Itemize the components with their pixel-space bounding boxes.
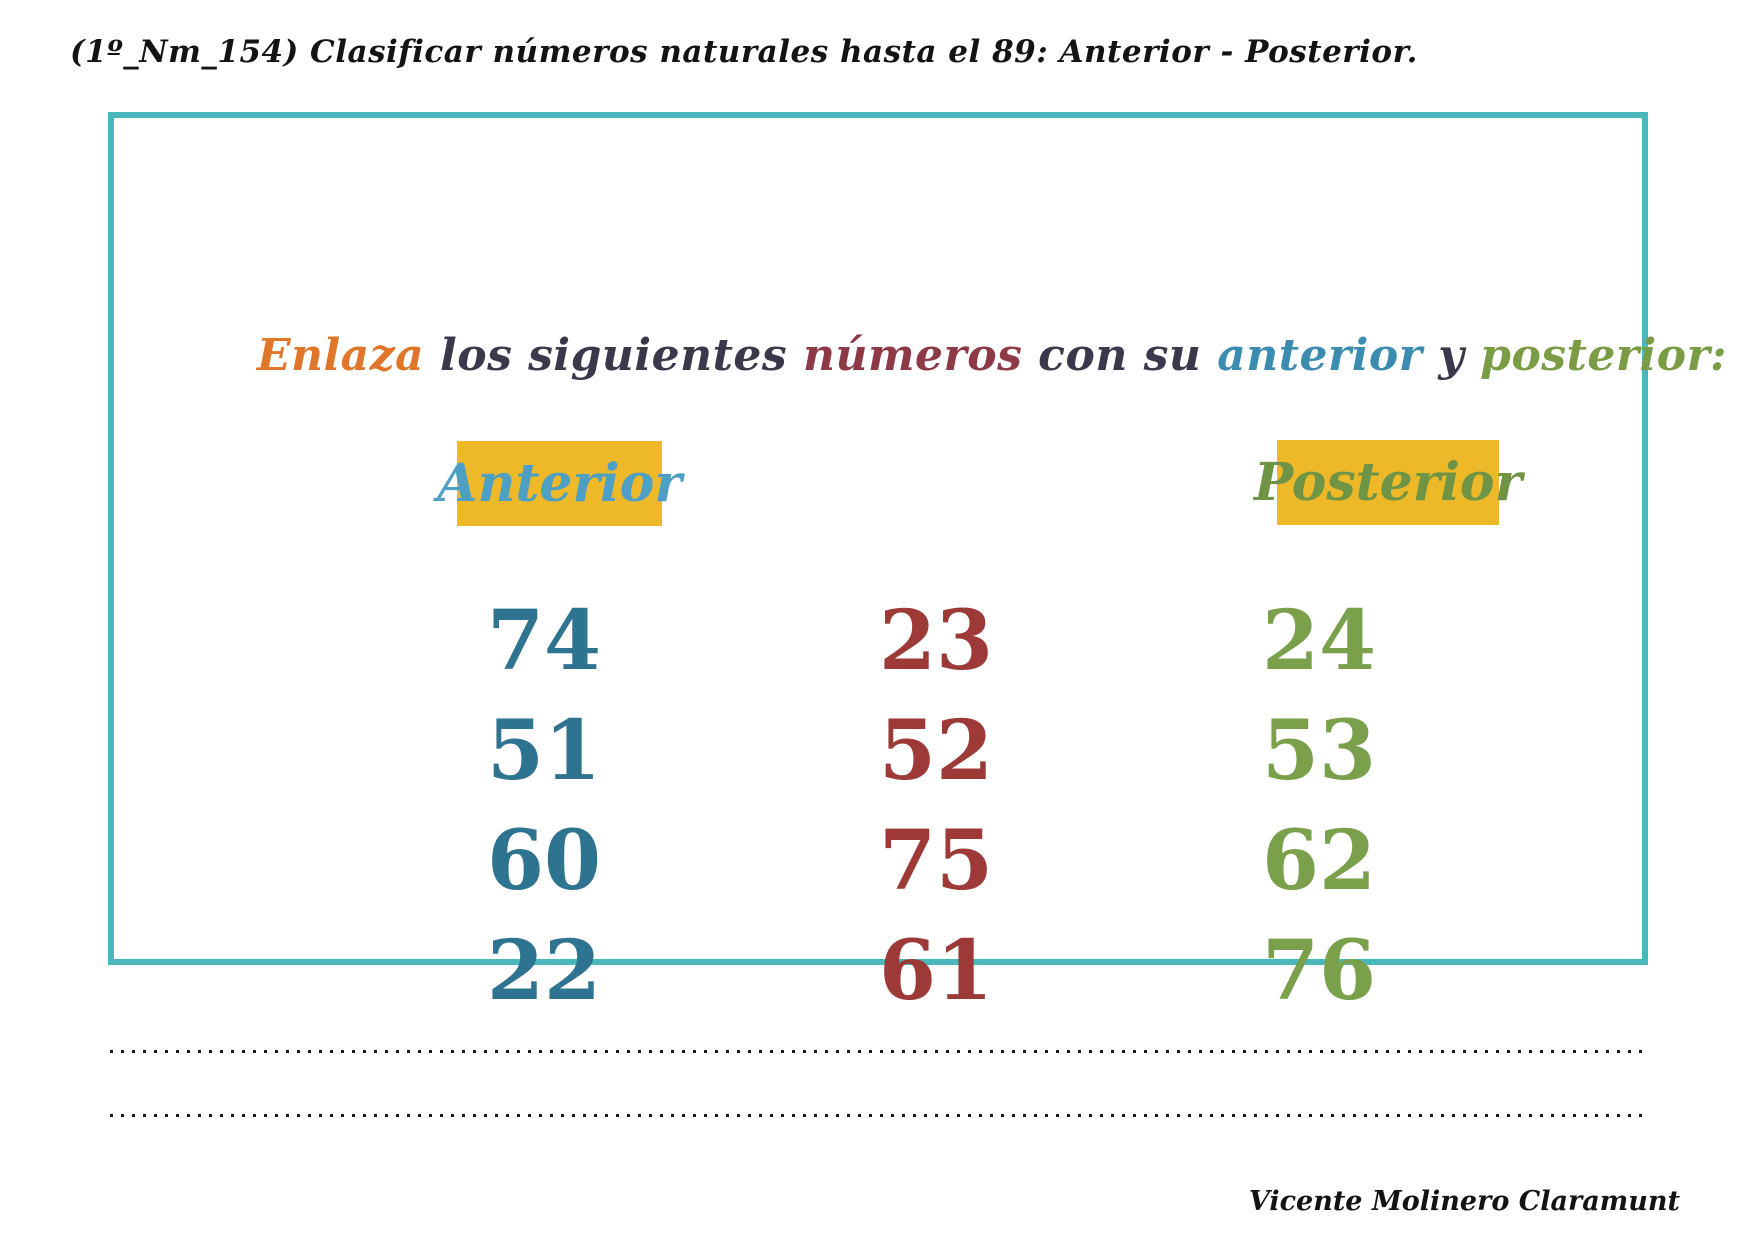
number-cell: 22 [486, 923, 602, 1019]
worksheet-instruction: Enlaza los siguientes números con su ant… [222, 330, 1754, 381]
number-cell: 61 [878, 923, 994, 1019]
number-cell: 76 [1261, 923, 1377, 1019]
number-cell: 51 [486, 703, 602, 799]
middle-number-column: 23 52 75 61 [836, 586, 1036, 1026]
answer-dotted-line-2 [110, 1114, 1642, 1117]
anterior-number-column: 74 51 60 22 [444, 586, 644, 1026]
answer-dotted-line-1 [110, 1050, 1642, 1053]
instruction-segment: Enlaza [256, 330, 425, 381]
number-cell: 24 [1261, 593, 1377, 689]
number-cell: 52 [878, 703, 994, 799]
instruction-segment: los siguientes [424, 330, 804, 381]
instruction-segment: números [803, 330, 1023, 381]
instruction-segment: con su [1022, 330, 1218, 381]
number-cell: 74 [486, 593, 602, 689]
number-cell: 62 [1261, 813, 1377, 909]
author-signature: Vicente Molinero Claramunt [1248, 1186, 1680, 1217]
instruction-segment: y [1422, 330, 1481, 381]
document-header-title: (1º_Nm_154) Clasificar números naturales… [70, 34, 1418, 70]
number-cell: 75 [878, 813, 994, 909]
anterior-column-header: Anterior [437, 441, 682, 526]
posterior-number-column: 24 53 62 76 [1219, 586, 1419, 1026]
posterior-column-header: Posterior [1254, 440, 1522, 525]
instruction-segment: anterior [1217, 330, 1423, 381]
instruction-segment: posterior: [1480, 330, 1728, 381]
worksheet-frame: Enlaza los siguientes números con su ant… [108, 112, 1727, 1019]
number-cell: 53 [1261, 703, 1377, 799]
number-cell: 60 [486, 813, 602, 909]
number-cell: 23 [878, 593, 994, 689]
